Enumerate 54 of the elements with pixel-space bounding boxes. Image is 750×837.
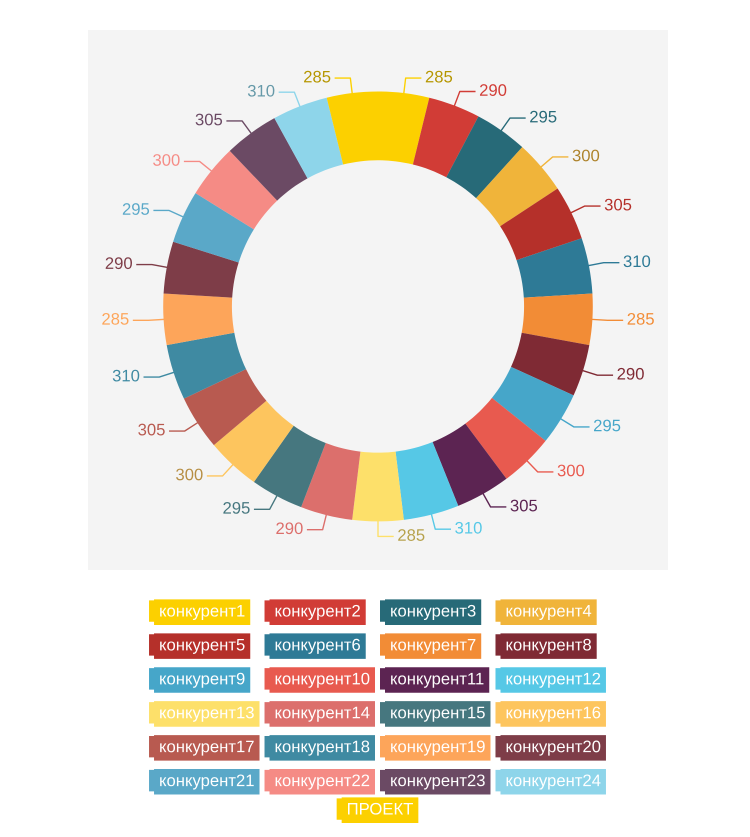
legend-label: конкурент12 <box>506 672 600 688</box>
legend-label: конкурент7 <box>391 638 476 654</box>
legend-label: конкурент19 <box>391 740 485 756</box>
data-label: 285 <box>426 70 452 83</box>
legend-label: конкурент10 <box>276 672 370 688</box>
legend-label: конкурент4 <box>506 605 592 620</box>
legend-label: конкурент15 <box>391 706 485 722</box>
data-label: 300 <box>176 468 203 480</box>
legend-label: конкурент6 <box>276 638 360 654</box>
donut-slice <box>446 116 522 198</box>
data-label: 285 <box>398 529 424 541</box>
data-label: 295 <box>122 203 150 215</box>
data-label: 290 <box>276 522 303 534</box>
data-label: 300 <box>572 150 600 162</box>
legend-label: конкурент23 <box>391 774 485 790</box>
legend-label: конкурент20 <box>506 740 600 756</box>
data-label: 300 <box>558 464 584 476</box>
data-label: 310 <box>624 255 650 268</box>
donut-slice <box>432 424 506 506</box>
legend-label: конкурент14 <box>276 706 370 722</box>
legend-label: конкурент16 <box>506 706 600 722</box>
legend-label: конкурент9 <box>160 672 244 688</box>
data-label: 300 <box>153 154 180 166</box>
legend-label: конкурент1 <box>160 605 244 620</box>
legend-label: конкурент13 <box>160 706 254 722</box>
data-label: 285 <box>304 70 330 83</box>
legend-label: конкурент8 <box>506 638 591 654</box>
data-label: 290 <box>106 257 132 270</box>
legend-label: конкурент5 <box>160 638 245 654</box>
data-label: 290 <box>618 368 644 380</box>
legend-label: конкурент18 <box>276 740 370 756</box>
data-label: 305 <box>604 198 632 211</box>
legend-label: конкурент21 <box>160 774 254 790</box>
data-label: 305 <box>510 500 538 512</box>
legend-label: конкурент11 <box>391 672 484 688</box>
legend-label: конкурент17 <box>160 740 254 756</box>
data-label: 295 <box>223 502 250 514</box>
data-label: 310 <box>248 84 274 97</box>
data-label: 305 <box>138 424 165 436</box>
legend-label: конкурент24 <box>506 774 600 790</box>
legend-label: конкурент22 <box>276 774 370 790</box>
data-label: 285 <box>102 312 129 325</box>
donut-slice <box>254 426 326 508</box>
data-label: 290 <box>480 84 506 96</box>
data-label: 295 <box>530 110 556 123</box>
data-label: 285 <box>628 312 654 325</box>
data-label: 310 <box>112 370 140 382</box>
data-label: 295 <box>594 420 620 432</box>
data-label: 310 <box>455 522 482 534</box>
donut-slice <box>230 118 308 201</box>
legend-label: конкурент2 <box>276 604 360 620</box>
legend-label: конкурент3 <box>391 604 476 620</box>
legend-label: ПРОЕКТ <box>348 802 413 815</box>
data-label: 305 <box>196 114 222 126</box>
